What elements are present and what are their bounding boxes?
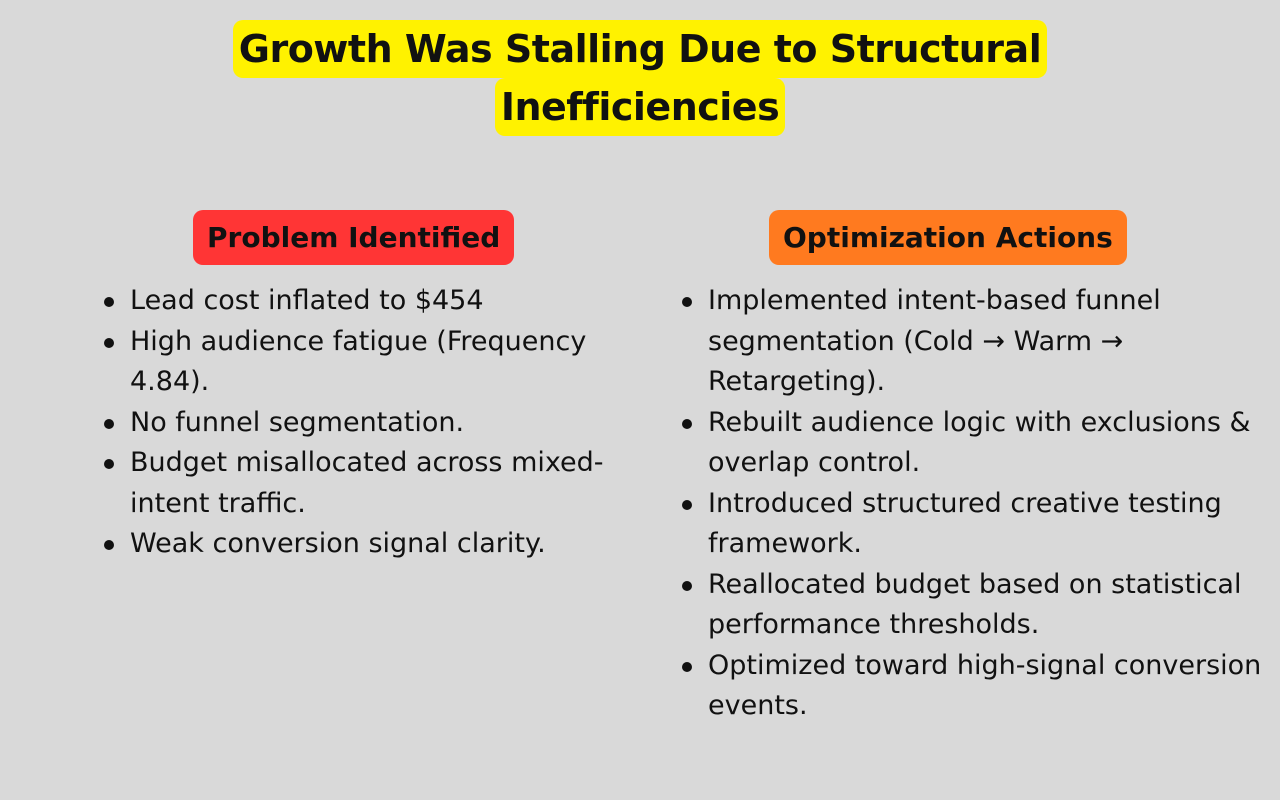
- actions-heading: Optimization Actions: [769, 210, 1127, 265]
- list-item: High audience fatigue (Frequency 4.84).: [98, 322, 638, 403]
- title-line-1: Growth Was Stalling Due to Structural: [232, 20, 1048, 78]
- list-item: Weak conversion signal clarity.: [98, 524, 638, 565]
- list-item: No funnel segmentation.: [98, 403, 638, 444]
- actions-list: Implemented intent-based funnel segmenta…: [676, 281, 1266, 727]
- page-title: Growth Was Stalling Due to Structural In…: [0, 20, 1280, 136]
- title-line-2: Inefficiencies: [494, 78, 786, 136]
- list-item: Budget misallocated across mixed-intent …: [98, 443, 638, 524]
- list-item: Optimized toward high-signal conversion …: [676, 646, 1266, 727]
- list-item: Lead cost inflated to $454: [98, 281, 638, 322]
- problem-heading: Problem Identified: [193, 210, 515, 265]
- list-item: Rebuilt audience logic with exclusions &…: [676, 403, 1266, 484]
- list-item: Introduced structured creative testing f…: [676, 484, 1266, 565]
- problem-list: Lead cost inflated to $454 High audience…: [98, 281, 638, 565]
- actions-column: Optimization Actions Implemented intent-…: [676, 210, 1266, 727]
- list-item: Reallocated budget based on statistical …: [676, 565, 1266, 646]
- list-item: Implemented intent-based funnel segmenta…: [676, 281, 1266, 403]
- problem-column: Problem Identified Lead cost inflated to…: [98, 210, 638, 565]
